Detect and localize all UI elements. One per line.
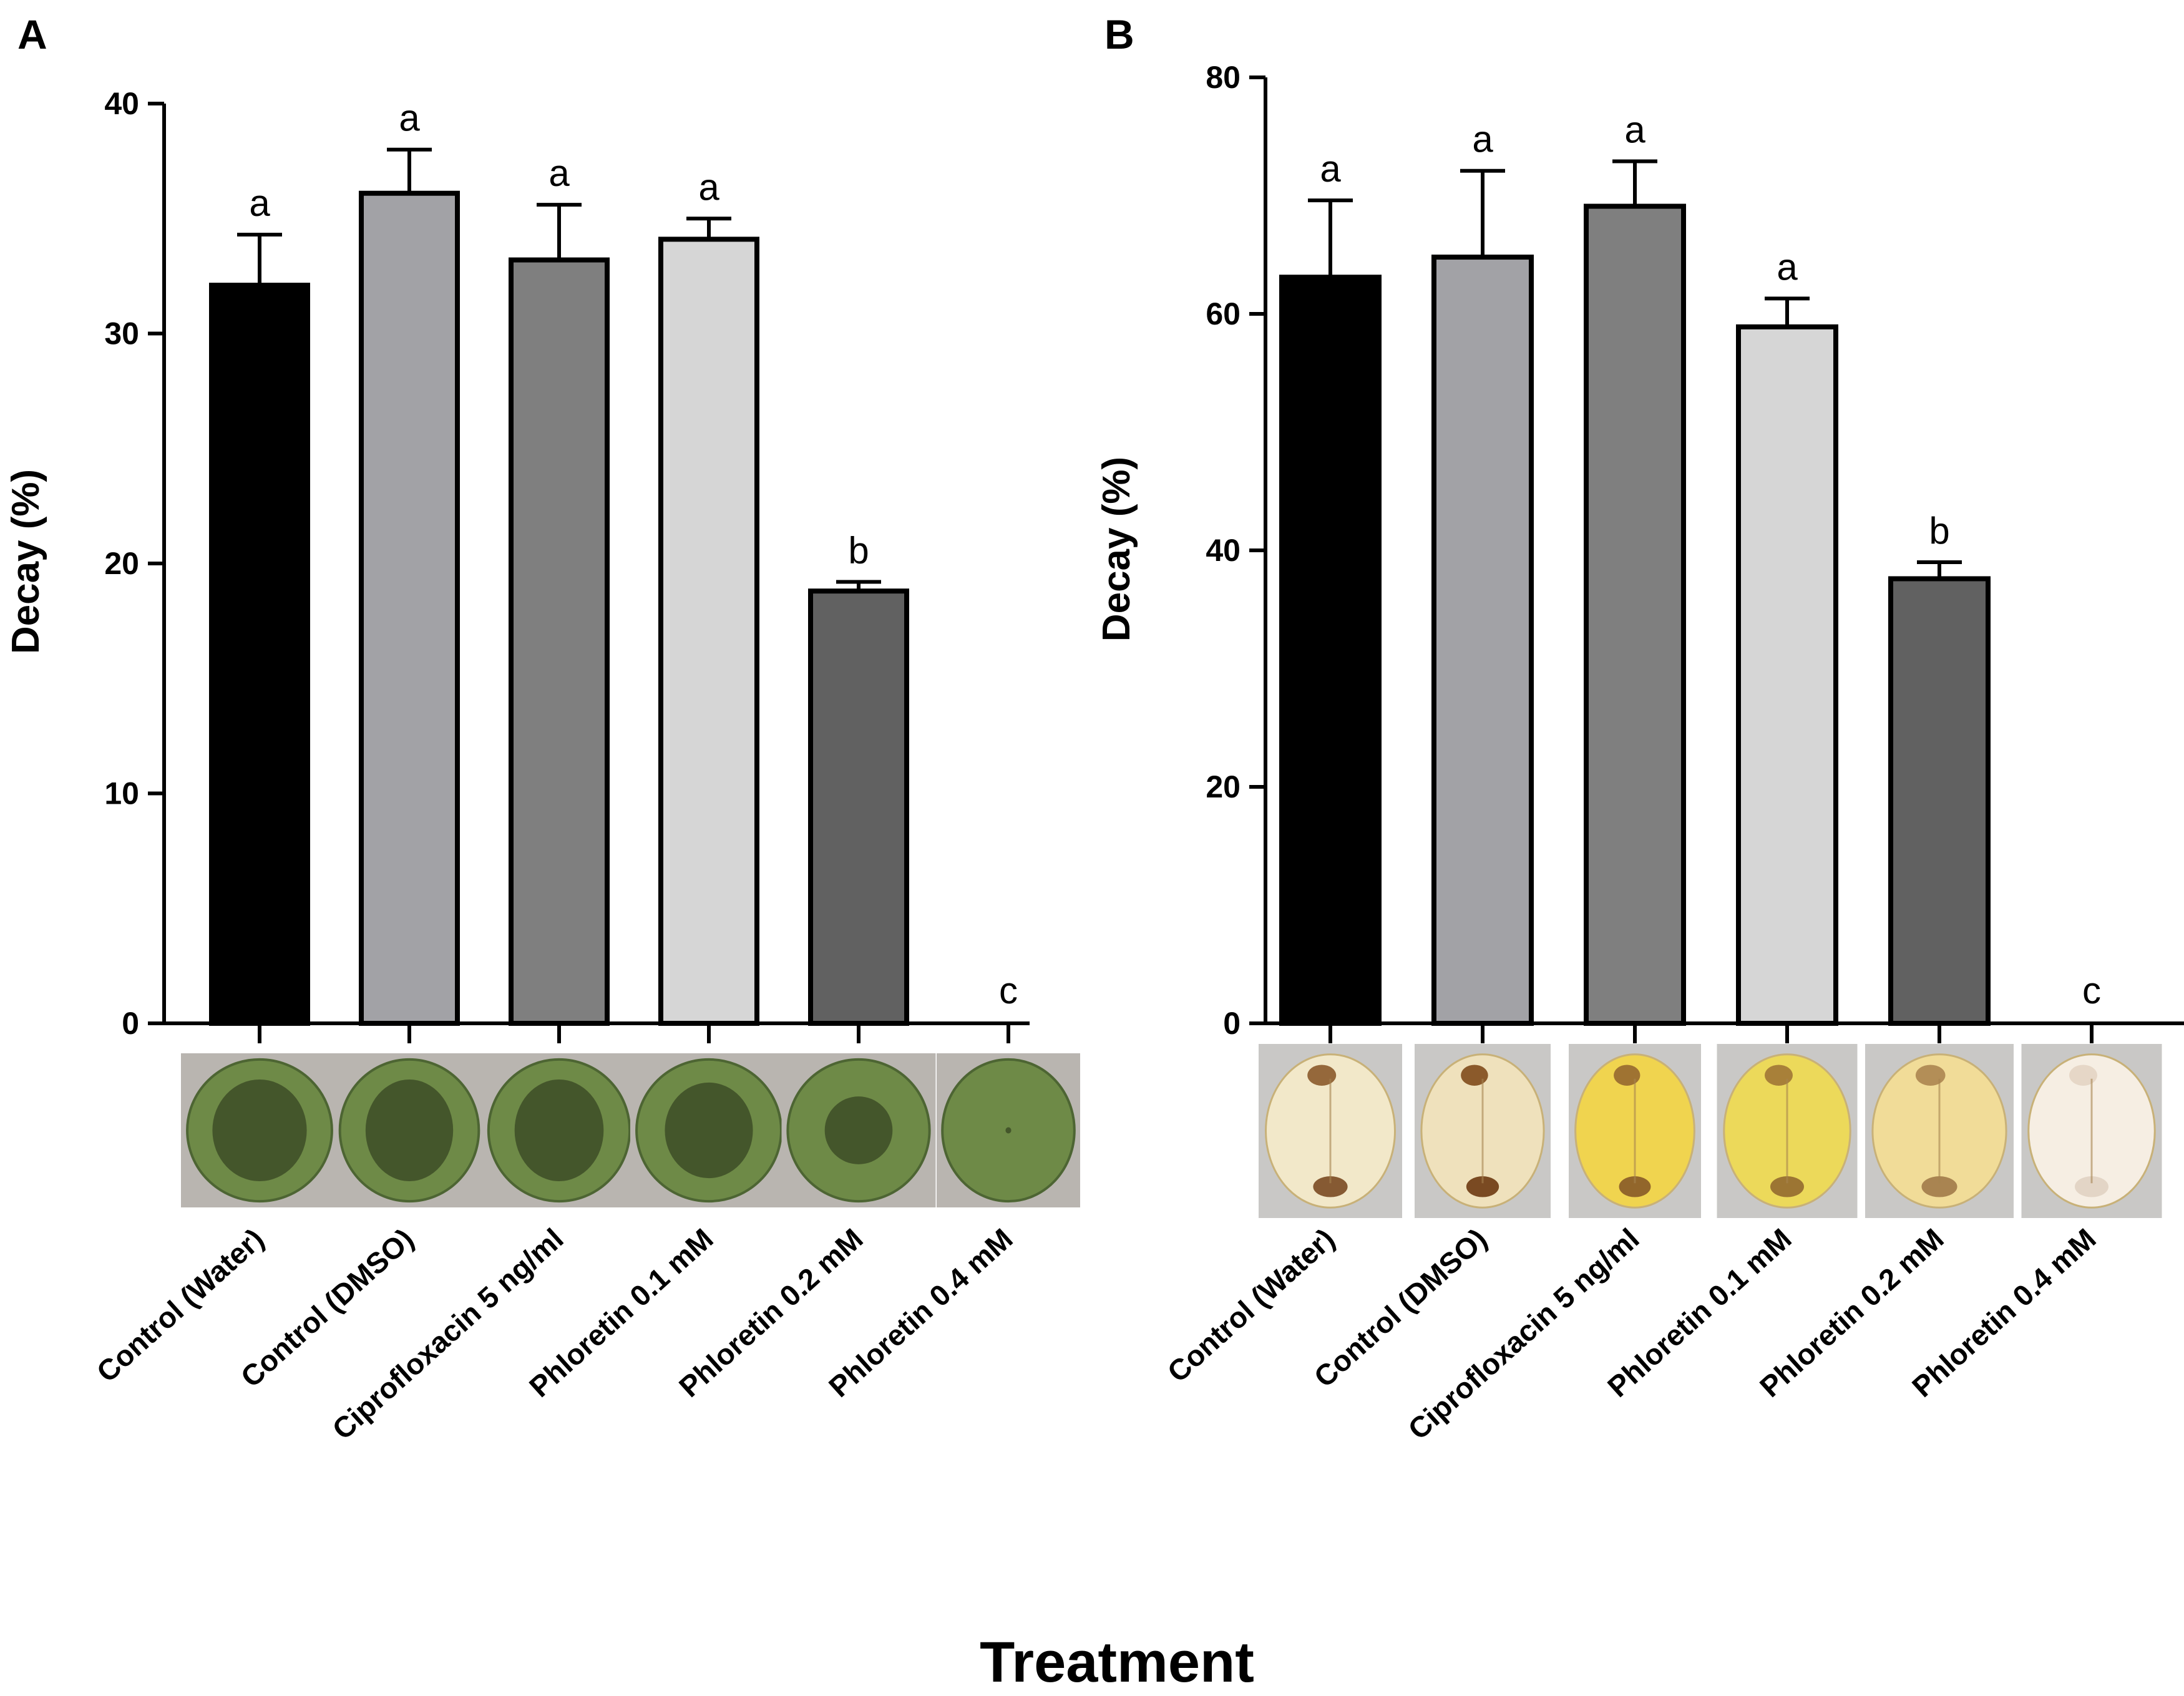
y-tick-label: 0 [1223,1006,1241,1041]
y-tick-label: 20 [104,546,139,581]
y-tick-label: 20 [1206,769,1241,804]
rot-spot-top [2069,1065,2097,1086]
lesion [365,1079,454,1182]
panel-letter: A [17,11,47,57]
panel-letter: B [1104,11,1134,57]
lesion [1005,1127,1012,1134]
bar-control-dmso [1431,255,1534,1026]
sample-photo-5 [1865,1044,2014,1218]
sample-photo-3 [1569,1044,1701,1218]
rot-spot-bottom [1770,1176,1804,1197]
rot-spot-top [1461,1065,1488,1086]
y-tick-label: 0 [122,1006,139,1041]
bar-phloretin-0-1-mm [1736,324,1838,1026]
lesion [514,1079,604,1182]
y-tick-label: 60 [1206,296,1241,331]
y-tick-label: 30 [104,316,139,351]
bar-phloretin-0-2-mm [1888,576,1991,1026]
sample-photo-4 [630,1053,787,1207]
lesion [212,1079,307,1182]
rot-spot-bottom [1466,1176,1499,1197]
sample-photo-2 [1415,1044,1551,1218]
significance-label: a [399,97,420,139]
rot-spot-bottom [1313,1176,1348,1197]
rot-spot-bottom [2075,1176,2108,1197]
rot-spot-top [1614,1065,1640,1086]
significance-label: a [1624,109,1645,151]
significance-label: c [999,970,1018,1011]
rot-spot-bottom [1921,1176,1957,1197]
y-tick-label: 40 [1206,533,1241,568]
y-tick-label: 80 [1206,60,1241,95]
bar-control-water [1279,275,1382,1026]
rot-spot-top [1765,1065,1793,1086]
sample-photo-4 [1717,1044,1858,1218]
rot-spot-top [1915,1065,1946,1086]
sample-photo-5 [781,1053,936,1207]
bar-phloretin-0-2-mm [808,588,909,1026]
x-axis-title: Treatment [980,1630,1254,1694]
significance-label: a [548,152,570,194]
bar-phloretin-0-1-mm [658,236,759,1026]
bar-control-water [209,283,310,1026]
lesion [665,1082,753,1179]
rot-spot-top [1307,1065,1337,1086]
sample-photo-2 [334,1053,485,1207]
sample-photo-6 [2021,1044,2162,1218]
significance-label: a [1472,119,1493,160]
significance-label: a [1777,246,1798,288]
significance-label: a [1320,148,1341,190]
sample-photo-3 [482,1053,636,1207]
rot-spot-bottom [1619,1176,1651,1197]
bar-ciprofloxacin-5-ng-ml [509,257,610,1026]
y-tick-label: 40 [104,86,139,121]
significance-label: a [249,182,270,224]
significance-label: c [2082,970,2101,1011]
significance-label: b [848,529,869,571]
sample-photo-6 [937,1053,1080,1207]
y-axis-title: Decay (%) [4,469,47,654]
y-axis-title: Decay (%) [1095,457,1138,641]
bar-ciprofloxacin-5-ng-ml [1584,203,1686,1026]
sample-photo-1 [1259,1044,1402,1218]
y-tick-label: 10 [104,776,139,811]
bar-control-dmso [359,190,460,1026]
significance-label: a [698,166,719,208]
sample-photo-1 [181,1053,338,1207]
lesion [824,1096,893,1164]
significance-label: b [1929,510,1949,552]
